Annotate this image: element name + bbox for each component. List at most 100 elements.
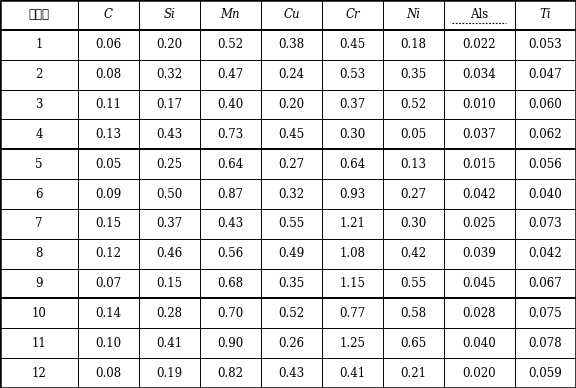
Text: 11: 11: [32, 337, 46, 350]
Text: 0.034: 0.034: [463, 68, 497, 81]
Text: 0.53: 0.53: [339, 68, 366, 81]
Text: 0.08: 0.08: [96, 68, 122, 81]
Text: 0.52: 0.52: [217, 38, 244, 51]
Text: 0.41: 0.41: [339, 367, 365, 379]
Text: 0.58: 0.58: [400, 307, 426, 320]
Text: 0.52: 0.52: [278, 307, 305, 320]
Text: 0.38: 0.38: [278, 38, 305, 51]
Text: 0.30: 0.30: [400, 217, 426, 230]
Text: 1.15: 1.15: [339, 277, 365, 290]
Text: 0.93: 0.93: [339, 187, 366, 201]
Text: 0.55: 0.55: [278, 217, 305, 230]
Text: 8: 8: [35, 247, 43, 260]
Text: 0.028: 0.028: [463, 307, 496, 320]
Text: 0.35: 0.35: [400, 68, 426, 81]
Text: 0.43: 0.43: [278, 367, 305, 379]
Text: 0.067: 0.067: [529, 277, 562, 290]
Text: 0.43: 0.43: [217, 217, 244, 230]
Text: 0.49: 0.49: [278, 247, 305, 260]
Text: 0.020: 0.020: [463, 367, 497, 379]
Text: 0.15: 0.15: [96, 217, 122, 230]
Text: 0.062: 0.062: [529, 128, 562, 141]
Text: 0.32: 0.32: [156, 68, 183, 81]
Text: 10: 10: [32, 307, 47, 320]
Text: 0.32: 0.32: [278, 187, 305, 201]
Text: 0.010: 0.010: [463, 98, 497, 111]
Text: 0.06: 0.06: [95, 38, 122, 51]
Text: 0.40: 0.40: [217, 98, 244, 111]
Text: 0.07: 0.07: [95, 277, 122, 290]
Text: 0.022: 0.022: [463, 38, 496, 51]
Text: 0.12: 0.12: [96, 247, 122, 260]
Text: 0.075: 0.075: [529, 307, 562, 320]
Text: 0.14: 0.14: [96, 307, 122, 320]
Text: 0.056: 0.056: [529, 158, 562, 171]
Text: 0.45: 0.45: [278, 128, 305, 141]
Text: 0.047: 0.047: [529, 68, 562, 81]
Text: 0.90: 0.90: [217, 337, 244, 350]
Text: 0.24: 0.24: [278, 68, 305, 81]
Text: 0.042: 0.042: [529, 247, 562, 260]
Text: Als: Als: [471, 9, 488, 21]
Text: 0.078: 0.078: [529, 337, 562, 350]
Text: 0.20: 0.20: [278, 98, 305, 111]
Text: 0.26: 0.26: [278, 337, 305, 350]
Text: 0.039: 0.039: [463, 247, 497, 260]
Text: 0.64: 0.64: [217, 158, 244, 171]
Text: 0.65: 0.65: [400, 337, 426, 350]
Text: 0.35: 0.35: [278, 277, 305, 290]
Text: 6: 6: [35, 187, 43, 201]
Text: 0.50: 0.50: [156, 187, 183, 201]
Text: Ti: Ti: [540, 9, 551, 21]
Text: 0.13: 0.13: [400, 158, 426, 171]
Text: 0.025: 0.025: [463, 217, 497, 230]
Text: Cu: Cu: [283, 9, 300, 21]
Text: 0.059: 0.059: [529, 367, 562, 379]
Text: 0.46: 0.46: [156, 247, 183, 260]
Text: 12: 12: [32, 367, 46, 379]
Text: 0.87: 0.87: [217, 187, 244, 201]
Text: 0.17: 0.17: [156, 98, 183, 111]
Text: 0.30: 0.30: [339, 128, 366, 141]
Text: 0.13: 0.13: [96, 128, 122, 141]
Text: 0.37: 0.37: [156, 217, 183, 230]
Text: 0.37: 0.37: [339, 98, 366, 111]
Text: 0.28: 0.28: [157, 307, 183, 320]
Text: Cr: Cr: [345, 9, 359, 21]
Text: 0.19: 0.19: [156, 367, 183, 379]
Text: 0.040: 0.040: [529, 187, 562, 201]
Text: 0.042: 0.042: [463, 187, 497, 201]
Text: 0.05: 0.05: [95, 158, 122, 171]
Text: 0.09: 0.09: [95, 187, 122, 201]
Text: 1: 1: [35, 38, 43, 51]
Text: 0.15: 0.15: [156, 277, 183, 290]
Text: C: C: [104, 9, 113, 21]
Text: 0.41: 0.41: [156, 337, 183, 350]
Text: 0.82: 0.82: [217, 367, 244, 379]
Text: 0.037: 0.037: [463, 128, 497, 141]
Text: 0.08: 0.08: [96, 367, 122, 379]
Text: 1.25: 1.25: [339, 337, 365, 350]
Text: 0.43: 0.43: [156, 128, 183, 141]
Text: 0.27: 0.27: [400, 187, 426, 201]
Text: 9: 9: [35, 277, 43, 290]
Text: 0.073: 0.073: [529, 217, 562, 230]
Text: 0.040: 0.040: [463, 337, 497, 350]
Text: 0.55: 0.55: [400, 277, 426, 290]
Text: 实施例: 实施例: [28, 9, 50, 21]
Text: Mn: Mn: [221, 9, 240, 21]
Text: 0.18: 0.18: [400, 38, 426, 51]
Text: 0.47: 0.47: [217, 68, 244, 81]
Text: 3: 3: [35, 98, 43, 111]
Text: 0.11: 0.11: [96, 98, 122, 111]
Text: 0.053: 0.053: [529, 38, 562, 51]
Text: 0.20: 0.20: [156, 38, 183, 51]
Text: 0.27: 0.27: [278, 158, 305, 171]
Text: 7: 7: [35, 217, 43, 230]
Text: Si: Si: [164, 9, 175, 21]
Text: 0.045: 0.045: [463, 277, 497, 290]
Text: 0.56: 0.56: [217, 247, 244, 260]
Text: 0.73: 0.73: [217, 128, 244, 141]
Text: 0.68: 0.68: [217, 277, 244, 290]
Text: 0.060: 0.060: [529, 98, 562, 111]
